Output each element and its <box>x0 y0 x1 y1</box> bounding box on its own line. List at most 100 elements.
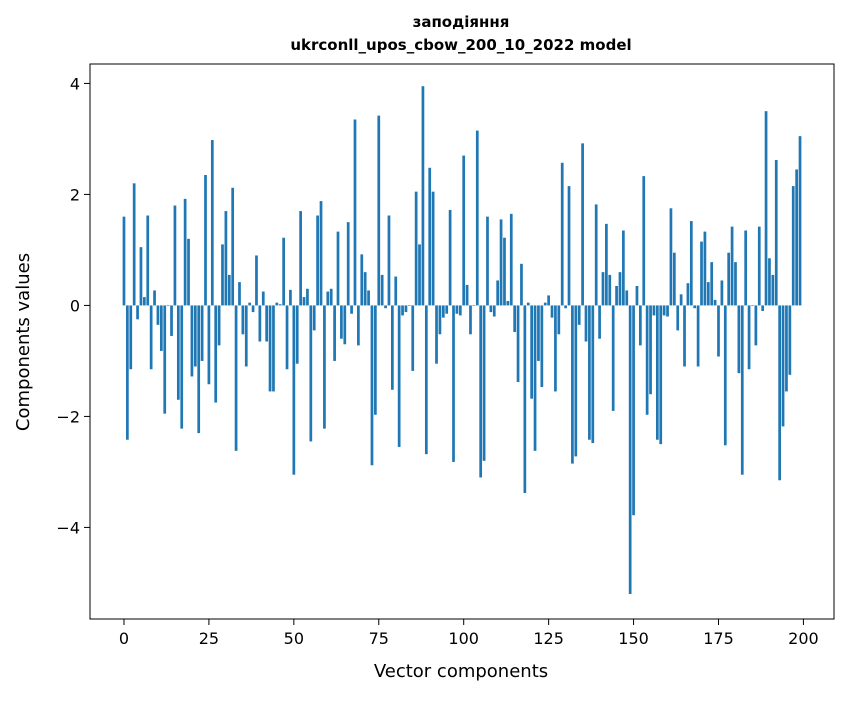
bar <box>343 305 347 345</box>
bar <box>550 305 554 318</box>
bar <box>265 305 269 342</box>
bar <box>764 111 768 306</box>
bar <box>615 286 618 306</box>
bar <box>795 169 798 306</box>
bar <box>628 305 632 595</box>
bar <box>207 305 211 385</box>
bar <box>238 282 241 306</box>
bar <box>210 140 214 306</box>
bar <box>132 183 136 306</box>
bar <box>662 305 666 316</box>
bar <box>377 115 381 306</box>
bar <box>737 305 741 374</box>
bar <box>306 288 309 306</box>
bar <box>282 237 286 306</box>
bar <box>163 305 167 414</box>
bar <box>214 305 218 403</box>
bar <box>564 305 567 309</box>
bar <box>224 211 228 306</box>
bar <box>136 305 139 320</box>
bar <box>458 305 462 316</box>
bar <box>149 305 153 370</box>
bar <box>594 204 598 306</box>
bar <box>159 305 163 351</box>
bar <box>255 255 258 306</box>
bar <box>126 305 129 440</box>
bar <box>272 305 275 392</box>
bar <box>435 305 438 364</box>
bar <box>482 305 486 461</box>
bar <box>669 208 673 306</box>
bar <box>560 162 564 306</box>
bar <box>336 231 340 306</box>
bar <box>516 305 520 383</box>
bar <box>608 274 612 306</box>
bar <box>771 274 775 306</box>
bar <box>153 290 156 306</box>
bar <box>486 216 489 306</box>
bar <box>744 230 748 306</box>
bar <box>676 305 680 331</box>
bar <box>289 289 292 306</box>
bar <box>173 205 177 306</box>
bar <box>166 305 170 307</box>
bar <box>421 86 425 306</box>
bar <box>316 215 319 306</box>
bar <box>129 305 133 370</box>
bar <box>645 305 649 415</box>
bar <box>295 305 299 364</box>
bar <box>363 272 367 306</box>
x-tick-label: 50 <box>284 629 304 648</box>
bar <box>506 300 510 306</box>
bar <box>577 305 581 325</box>
bar <box>200 305 204 361</box>
bar <box>438 305 442 335</box>
bar <box>475 130 479 306</box>
bar <box>635 286 639 306</box>
bar <box>499 219 503 306</box>
bar <box>251 305 255 313</box>
bar <box>204 175 207 306</box>
bar <box>407 305 411 307</box>
bar <box>333 305 336 361</box>
bar <box>503 237 506 306</box>
bar <box>557 305 561 335</box>
bar <box>319 201 323 306</box>
bar <box>217 305 221 346</box>
bar <box>713 299 717 306</box>
bar <box>268 305 272 392</box>
bar <box>394 276 398 306</box>
bar <box>537 305 540 361</box>
bar <box>703 231 707 306</box>
bar <box>730 226 734 306</box>
bar <box>455 305 459 314</box>
chart-title-line-1: заподіяння <box>413 13 510 31</box>
bar <box>244 305 248 367</box>
bar <box>309 305 313 442</box>
bar <box>414 191 418 306</box>
x-tick-label: 175 <box>703 629 734 648</box>
bar <box>418 244 421 306</box>
x-tick-label: 25 <box>199 629 219 648</box>
bar <box>397 305 401 447</box>
bar <box>740 305 744 475</box>
bar <box>299 211 302 306</box>
bar <box>258 305 262 342</box>
bar <box>374 305 377 415</box>
bar <box>360 254 364 306</box>
bar <box>638 305 642 346</box>
bar <box>584 305 588 342</box>
bar <box>632 305 635 516</box>
bar <box>751 305 754 307</box>
bar <box>588 305 591 440</box>
bar <box>469 305 472 335</box>
bar <box>683 305 686 367</box>
bar <box>727 252 731 306</box>
bar <box>774 160 778 306</box>
y-tick-label: 4 <box>70 74 80 93</box>
bar <box>479 305 483 478</box>
bar <box>431 191 435 306</box>
bar <box>526 302 530 306</box>
bar <box>193 305 197 367</box>
